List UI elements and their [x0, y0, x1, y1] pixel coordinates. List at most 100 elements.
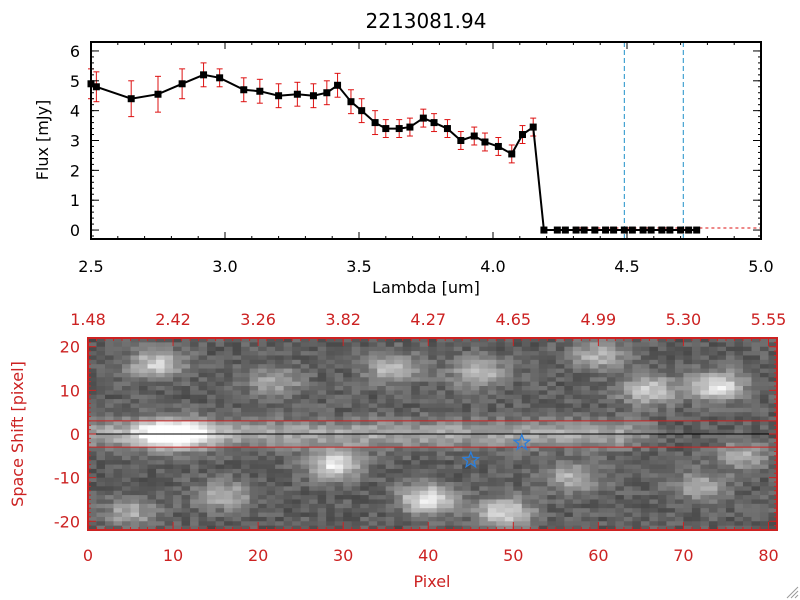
image-pixel	[283, 512, 293, 518]
image-pixel	[317, 355, 327, 361]
image-pixel	[581, 403, 591, 409]
image-pixel	[351, 438, 361, 444]
image-pixel	[589, 386, 599, 391]
image-pixel	[309, 381, 319, 387]
image-pixel	[674, 381, 684, 387]
image-pixel	[759, 425, 769, 431]
image-pixel	[88, 346, 97, 352]
image-pixel	[215, 420, 225, 426]
image-pixel	[623, 416, 633, 422]
image-pixel	[487, 468, 497, 474]
image-pixel	[436, 486, 446, 492]
image-pixel	[649, 368, 659, 374]
image-pixel	[445, 499, 455, 505]
image-pixel	[751, 434, 761, 439]
image-pixel	[674, 429, 684, 435]
image-pixel	[283, 434, 293, 439]
image-pixel	[258, 377, 268, 383]
image-pixel	[453, 451, 463, 457]
image-pixel	[751, 512, 761, 518]
image-pixel	[122, 407, 131, 413]
image-pixel	[122, 372, 131, 378]
image-pixel	[691, 342, 701, 348]
image-pixel	[453, 503, 463, 509]
image-pixel	[368, 346, 378, 352]
image-pixel	[139, 386, 148, 391]
image-pixel	[130, 477, 140, 483]
image-pixel	[275, 416, 285, 422]
image-pixel	[615, 412, 625, 417]
image-pixel	[249, 390, 259, 396]
image-pixel	[402, 390, 412, 396]
image-pixel	[241, 490, 251, 496]
image-pixel	[419, 377, 429, 383]
image-pixel	[368, 403, 378, 409]
image-pixel	[700, 460, 710, 465]
image-pixel	[156, 508, 165, 513]
image-pixel	[674, 482, 684, 487]
image-pixel	[113, 359, 123, 365]
image-pixel	[530, 351, 540, 356]
image-pixel	[122, 460, 131, 465]
image-pixel	[572, 359, 582, 365]
image-pixel	[530, 447, 540, 452]
image-pixel	[436, 508, 446, 513]
image-pixel	[139, 425, 148, 431]
image-pixel	[530, 455, 540, 461]
image-pixel	[538, 486, 548, 492]
image-pixel	[555, 451, 565, 457]
data-point	[154, 90, 162, 98]
image-pixel	[419, 473, 429, 479]
image-pixel	[343, 364, 353, 369]
image-pixel	[428, 364, 438, 369]
image-pixel	[691, 455, 701, 461]
image-pixel	[700, 447, 710, 452]
image-pixel	[717, 495, 727, 500]
image-pixel	[623, 464, 633, 470]
image-pixel	[708, 434, 718, 439]
resize-grip-icon[interactable]	[786, 586, 799, 599]
image-pixel	[700, 490, 710, 496]
image-pixel	[640, 473, 650, 479]
image-pixel	[547, 381, 557, 387]
image-pixel	[130, 416, 140, 422]
image-pixel	[666, 386, 676, 391]
image-pixel	[470, 525, 480, 531]
image-pixel	[555, 447, 565, 452]
image-pixel	[632, 351, 642, 356]
data-point	[347, 98, 355, 106]
image-pixel	[385, 412, 395, 417]
image-pixel	[105, 346, 114, 352]
image-pixel	[232, 425, 242, 431]
image-pixel	[385, 390, 395, 396]
image-pixel	[190, 434, 199, 439]
image-pixel	[513, 338, 523, 343]
image-pixel	[88, 451, 97, 457]
image-pixel	[496, 390, 506, 396]
image-pixel	[164, 482, 174, 487]
image-pixel	[742, 420, 752, 426]
image-pixel	[164, 455, 174, 461]
image-pixel	[283, 468, 293, 474]
image-pixel	[572, 468, 582, 474]
image-pixel	[759, 429, 769, 435]
image-pixel	[334, 516, 344, 522]
image-pixel	[640, 412, 650, 417]
image-pixel	[249, 416, 259, 422]
image-pixel	[734, 403, 744, 409]
image-pixel	[249, 525, 259, 531]
image-pixel	[615, 473, 625, 479]
image-pixel	[487, 508, 497, 513]
image-pixel	[530, 355, 540, 361]
image-pixel	[717, 525, 727, 531]
image-pixel	[691, 407, 701, 413]
image-pixel	[326, 394, 336, 400]
image-pixel	[725, 364, 735, 369]
image-pixel	[530, 372, 540, 378]
image-pixel	[674, 503, 684, 509]
image-pixel	[164, 503, 174, 509]
image-pixel	[657, 503, 667, 509]
image-pixel	[394, 442, 404, 448]
image-pixel	[258, 355, 268, 361]
data-point	[620, 226, 628, 234]
